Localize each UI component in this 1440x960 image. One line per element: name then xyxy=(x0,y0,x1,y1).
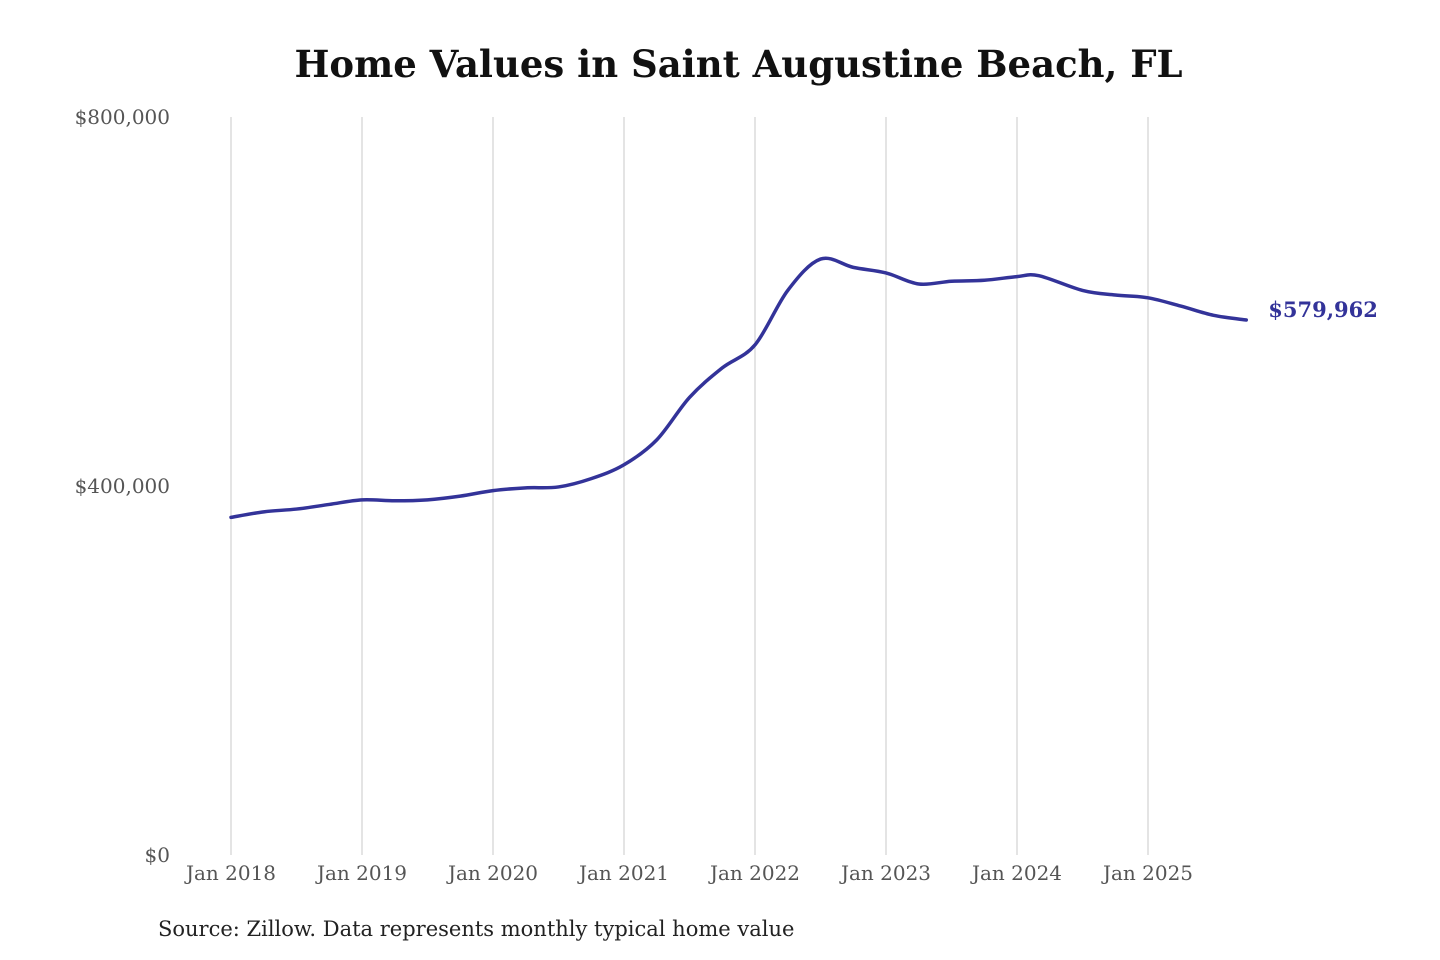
chart-title: Home Values in Saint Augustine Beach, FL xyxy=(294,42,1183,86)
x-tick-label: Jan 2024 xyxy=(970,861,1062,885)
source-note: Source: Zillow. Data represents monthly … xyxy=(158,917,795,941)
x-tick-label: Jan 2020 xyxy=(446,861,538,885)
x-tick-label: Jan 2025 xyxy=(1101,861,1193,885)
x-tick-label: Jan 2023 xyxy=(839,861,931,885)
x-tick-label: Jan 2018 xyxy=(184,861,276,885)
x-tick-label: Jan 2021 xyxy=(577,861,669,885)
y-tick-label: $800,000 xyxy=(75,105,170,129)
end-value-label: $579,962 xyxy=(1268,297,1378,322)
series-line xyxy=(229,256,1248,520)
y-tick-label: $400,000 xyxy=(75,474,170,498)
x-tick-label: Jan 2019 xyxy=(315,861,407,885)
y-tick-label: $0 xyxy=(145,843,170,867)
x-tick-label: Jan 2022 xyxy=(708,861,800,885)
